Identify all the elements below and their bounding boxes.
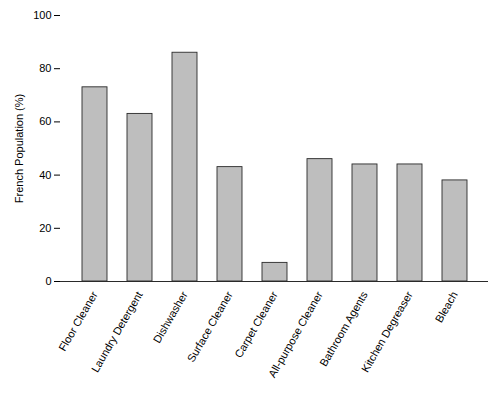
svg-text:Carpet Cleaner: Carpet Cleaner (232, 289, 280, 360)
svg-text:Dishwasher: Dishwasher (151, 289, 190, 345)
svg-text:100: 100 (33, 9, 51, 21)
svg-text:Laundry Detergent: Laundry Detergent (89, 289, 145, 374)
svg-text:Kitchen Degreaser: Kitchen Degreaser (359, 289, 415, 374)
svg-text:Bathroom Agents: Bathroom Agents (317, 289, 370, 369)
svg-text:Floor Cleaner: Floor Cleaner (56, 289, 100, 353)
svg-text:All-purpose Cleaner: All-purpose Cleaner (266, 289, 325, 379)
svg-text:60: 60 (39, 115, 51, 127)
svg-text:40: 40 (39, 169, 51, 181)
svg-text:20: 20 (39, 222, 51, 234)
svg-text:80: 80 (39, 62, 51, 74)
svg-text:Surface Cleaner: Surface Cleaner (185, 289, 235, 364)
svg-text:French Population (%): French Population (%) (13, 94, 25, 203)
svg-text:0: 0 (45, 275, 51, 287)
svg-text:Bleach: Bleach (433, 289, 460, 324)
